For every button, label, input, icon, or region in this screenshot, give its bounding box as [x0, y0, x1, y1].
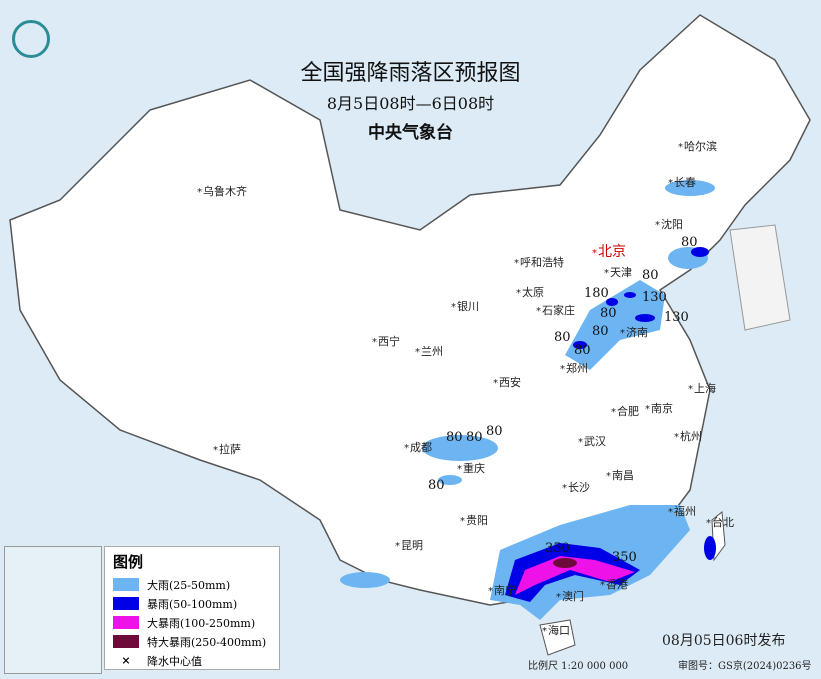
city-label: 长春	[668, 176, 696, 190]
rain-center-value: 80	[554, 330, 571, 345]
rain-heavy-rainstorm-south	[515, 556, 635, 595]
city-label: 成都	[404, 441, 432, 455]
city-label: 上海	[688, 382, 716, 396]
city-label: 南宁	[488, 584, 516, 598]
rain-heavy-southwest	[340, 572, 390, 588]
rain-center-value: 80	[642, 268, 659, 283]
rain-center-value: 80	[446, 430, 463, 445]
legend-swatch	[113, 578, 139, 591]
rain-center-value: 80	[486, 424, 503, 439]
city-label: 哈尔滨	[678, 140, 717, 154]
city-label: 台北	[706, 516, 734, 530]
rain-center-value: 350	[545, 541, 570, 556]
rain-center-value: 130	[664, 310, 689, 325]
city-label: 合肥	[611, 405, 639, 419]
rain-rainstorm-taiwan	[704, 536, 716, 560]
city-label: 海口	[542, 624, 570, 638]
city-label: 昆明	[395, 539, 423, 553]
rain-extreme-south	[553, 558, 577, 568]
legend-item: × 降水中心值	[113, 651, 271, 670]
map-number: 审图号：GS京(2024)0236号	[678, 661, 812, 672]
city-label: 杭州	[674, 430, 702, 444]
city-label: 太原	[516, 286, 544, 300]
south-china-sea-inset	[4, 546, 102, 674]
rain-center-value: 80	[574, 343, 591, 358]
rain-center-value: 80	[428, 478, 445, 493]
legend-item: 特大暴雨(250-400mm)	[113, 632, 271, 651]
rain-rainstorm-south	[505, 543, 640, 602]
city-label: 郑州	[560, 362, 588, 376]
rain-center-value: 80	[466, 430, 483, 445]
korea	[729, 224, 791, 331]
rain-center-value: 180	[584, 286, 609, 301]
city-label: 武汉	[578, 435, 606, 449]
city-label: 南京	[645, 402, 673, 416]
legend-label: 大暴雨(100-250mm)	[147, 616, 256, 630]
rain-center-value: 350	[612, 550, 637, 565]
city-label: 西安	[493, 376, 521, 390]
city-label: 石家庄	[536, 304, 575, 318]
city-label: 银川	[451, 300, 479, 314]
city-label: 长沙	[562, 481, 590, 495]
city-label: 南昌	[606, 469, 634, 483]
rain-rainstorm-liaoning	[691, 247, 709, 257]
rain-center-value: 80	[592, 324, 609, 339]
forecast-period: 8月5日08时—6日08时	[326, 94, 495, 113]
city-label: 乌鲁木齐	[197, 185, 247, 199]
city-label: 呼和浩特	[514, 256, 564, 270]
rain-rainstorm-north-china	[606, 298, 618, 306]
legend-swatch	[113, 597, 139, 610]
issue-time: 08月05日06时发布	[662, 633, 786, 649]
rain-heavy-sichuan	[422, 435, 498, 461]
issuer: 中央气象台	[368, 123, 453, 143]
city-label: 北京	[592, 244, 626, 262]
city-label: 澳门	[556, 590, 584, 604]
rain-center-value: 80	[681, 235, 698, 250]
map-title: 全国强降雨落区预报图	[300, 61, 521, 86]
city-label: 福州	[668, 505, 696, 519]
rain-center-value: 80	[600, 306, 617, 321]
legend-label: 大雨(25-50mm)	[147, 578, 231, 592]
city-label: 济南	[620, 326, 648, 340]
legend-item: 暴雨(50-100mm)	[113, 594, 271, 613]
legend-label: 特大暴雨(250-400mm)	[147, 635, 267, 649]
cma-logo	[12, 20, 50, 58]
city-label: 西宁	[372, 335, 400, 349]
cross-icon: ×	[121, 654, 131, 667]
legend-swatch	[113, 635, 139, 648]
city-label: 兰州	[415, 345, 443, 359]
city-label: 香港	[600, 578, 628, 592]
rain-heavy-north-china	[565, 280, 665, 370]
rain-center-value: 130	[642, 290, 667, 305]
legend-item: 大雨(25-50mm)	[113, 575, 271, 594]
legend-title: 图例	[113, 553, 144, 571]
legend-label: 降水中心值	[147, 654, 202, 668]
legend-label: 暴雨(50-100mm)	[147, 597, 238, 611]
rain-heavy-chongqing	[438, 475, 462, 485]
legend-item: 大暴雨(100-250mm)	[113, 613, 271, 632]
city-label: 天津	[604, 266, 632, 280]
legend: 图例 大雨(25-50mm) 暴雨(50-100mm) 大暴雨(100-250m…	[104, 546, 280, 670]
rain-rainstorm-north-china	[573, 341, 587, 349]
city-label: 拉萨	[213, 443, 241, 457]
city-label: 重庆	[457, 462, 485, 476]
city-label: 贵阳	[460, 514, 488, 528]
scale: 比例尺 1:20 000 000	[528, 661, 629, 672]
city-label: 沈阳	[655, 218, 683, 232]
rain-rainstorm-north-china	[624, 292, 636, 298]
rain-rainstorm-north-china	[635, 314, 655, 322]
legend-swatch	[113, 616, 139, 629]
